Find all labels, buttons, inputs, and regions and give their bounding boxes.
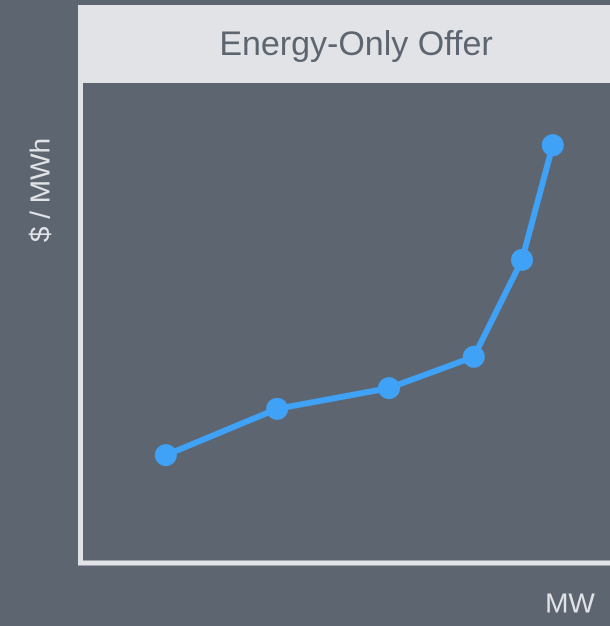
data-point (462, 345, 485, 368)
data-point (377, 377, 400, 400)
data-point (541, 134, 564, 157)
title-box (78, 5, 610, 83)
y-axis-label: $ / MWh (24, 138, 55, 242)
series-line (164, 144, 556, 458)
data-point (154, 444, 177, 467)
data-point (511, 248, 534, 271)
x-axis-label: MW (545, 587, 595, 618)
data-point (266, 397, 289, 420)
chart-title: Energy-Only Offer (219, 25, 492, 63)
